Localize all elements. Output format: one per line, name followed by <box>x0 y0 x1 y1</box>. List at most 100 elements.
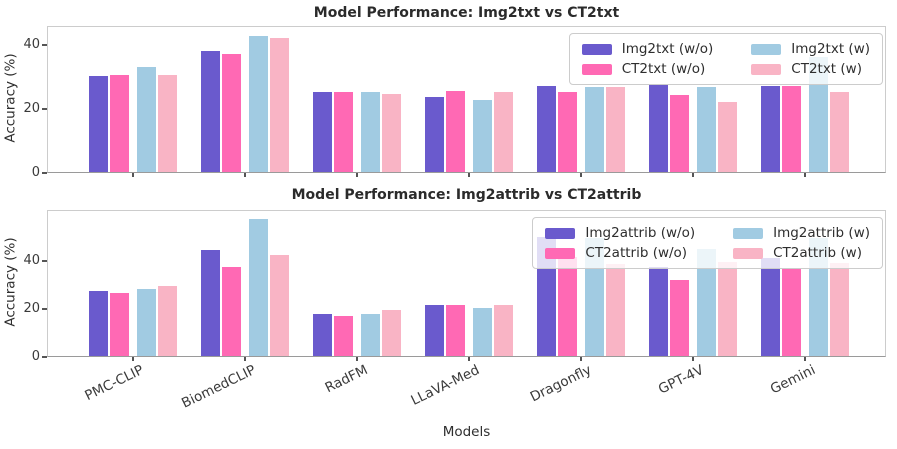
legend-item: Img2attrib (w) <box>733 225 870 241</box>
legend-swatch-icon <box>751 43 782 55</box>
y-tick-mark <box>42 356 47 358</box>
x-tick-mark <box>244 173 246 177</box>
bar <box>110 75 129 172</box>
x-tick-mark <box>244 357 246 361</box>
legend-label: Img2attrib (w/o) <box>585 225 696 241</box>
legend: Img2attrib (w/o) CT2attrib (w/o) Img2attri… <box>532 217 883 269</box>
bar <box>361 92 380 172</box>
bar <box>537 86 556 172</box>
y-tick-mark <box>42 307 47 310</box>
bar <box>697 249 716 356</box>
legend-item: CT2txt (w/o) <box>581 61 714 77</box>
legend-swatch-icon <box>545 227 576 239</box>
y-tick-label: 40 <box>23 37 40 53</box>
legend-label: Img2attrib (w) <box>773 225 870 241</box>
x-tick-mark <box>356 173 358 177</box>
y-tick-label: 40 <box>23 252 40 268</box>
y-tick-mark <box>42 44 47 47</box>
x-tick-mark <box>468 357 470 361</box>
bar <box>313 92 332 172</box>
legend-item: CT2attrib (w/o) <box>545 245 695 261</box>
y-tick-mark <box>42 172 47 174</box>
bar <box>606 264 625 356</box>
bar <box>473 100 492 172</box>
x-tick-mark <box>692 357 694 361</box>
legend-swatch-icon <box>751 63 782 75</box>
x-tick-mark <box>132 173 134 177</box>
bar <box>494 92 513 172</box>
bar <box>761 258 780 356</box>
chart-title-bottom: Model Performance: Img2attrib vs CT2attr… <box>291 187 642 203</box>
bar <box>222 267 241 356</box>
bar <box>361 314 380 356</box>
bar <box>649 84 668 172</box>
bar <box>137 289 156 356</box>
x-tick-labels: PMC-CLIP BiomedCLIP RadFM LLaVA-Med Dragonfl… <box>0 362 897 422</box>
y-tick-label: 20 <box>23 300 40 316</box>
x-tick-label: Dragonfly <box>527 362 595 406</box>
bar <box>718 102 737 172</box>
bar <box>446 305 465 356</box>
bar <box>110 293 129 356</box>
bar <box>201 51 220 172</box>
bar <box>558 257 577 356</box>
x-tick-mark <box>468 173 470 177</box>
bar <box>718 262 737 356</box>
x-tick-mark <box>580 173 582 177</box>
bar <box>382 94 401 172</box>
x-tick-mark <box>804 173 806 177</box>
x-tick-label: GPT-4V <box>655 362 707 398</box>
chart-title-top: Model Performance: Img2txt vs CT2txt <box>313 5 620 21</box>
legend-swatch-icon <box>733 247 764 259</box>
legend-label: CT2txt (w/o) <box>621 61 706 77</box>
legend-swatch-icon <box>581 43 612 55</box>
bar <box>606 87 625 172</box>
bar <box>270 255 289 356</box>
legend-label: Img2txt (w) <box>791 41 870 57</box>
bar <box>201 250 220 356</box>
legend-label: CT2txt (w) <box>791 61 862 77</box>
legend-item: Img2txt (w/o) <box>581 41 713 57</box>
bar <box>782 268 801 356</box>
bar <box>158 75 177 172</box>
x-tick-label: LLaVA-Med <box>408 362 483 409</box>
y-tick-mark <box>42 108 47 111</box>
bar <box>761 86 780 172</box>
bar <box>425 97 444 172</box>
bar <box>830 92 849 172</box>
bar <box>249 36 268 172</box>
legend-item: Img2attrib (w/o) <box>545 225 695 241</box>
bar <box>649 267 668 356</box>
legend-swatch-icon <box>581 63 612 75</box>
y-tick-mark <box>42 259 47 262</box>
x-axis-label: Models <box>442 424 491 440</box>
bar <box>89 291 108 356</box>
bar <box>670 280 689 356</box>
legend-swatch-icon <box>545 247 576 259</box>
bar <box>585 87 604 172</box>
x-tick-mark <box>804 357 806 361</box>
x-tick-mark <box>356 357 358 361</box>
bar <box>334 92 353 172</box>
y-axis-label-bottom: Accuracy (%) <box>2 237 19 327</box>
legend-item: CT2txt (w) <box>751 61 870 77</box>
bar <box>270 38 289 172</box>
plot-area-bottom <box>47 210 886 357</box>
y-tick-label: 20 <box>23 101 40 117</box>
legend: Img2txt (w/o) CT2txt (w/o) Img2txt (w) CT2t… <box>568 33 883 85</box>
legend-item: CT2attrib (w) <box>733 245 870 261</box>
x-tick-mark <box>580 357 582 361</box>
y-tick-label: 0 <box>31 349 40 364</box>
y-tick-label: 0 <box>31 165 40 180</box>
bar <box>782 86 801 172</box>
bar <box>446 91 465 172</box>
bar <box>382 310 401 356</box>
x-tick-label: PMC-CLIP <box>82 362 147 405</box>
bar <box>494 305 513 356</box>
x-tick-mark <box>692 173 694 177</box>
legend-label: CT2attrib (w/o) <box>585 245 688 261</box>
bar <box>89 76 108 172</box>
bar <box>313 314 332 356</box>
bar <box>137 67 156 172</box>
